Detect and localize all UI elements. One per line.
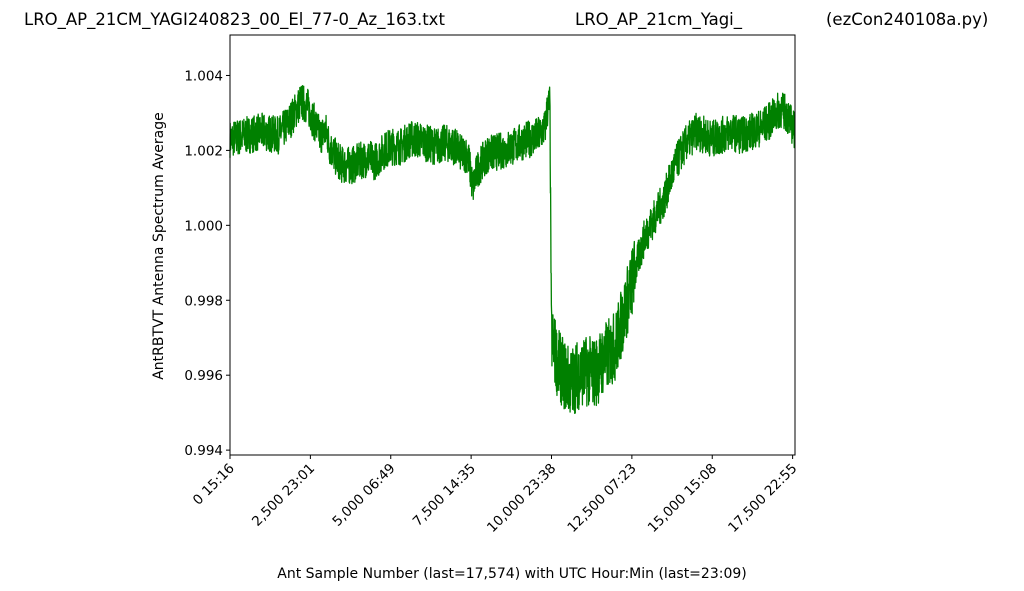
x-tick-label: 5,000 06:49 <box>329 461 398 530</box>
x-axis-label: Ant Sample Number (last=17,574) with UTC… <box>277 566 746 582</box>
y-tick-label: 0.996 <box>184 368 223 384</box>
chart-title-program: (ezCon240108a.py) <box>826 10 989 29</box>
y-tick-label: 1.004 <box>184 68 223 84</box>
x-tick-label: 2,500 23:01 <box>249 461 318 530</box>
series-line <box>229 85 796 415</box>
x-tick-label: 15,000 15:08 <box>645 461 720 536</box>
y-tick-label: 0.994 <box>184 443 223 459</box>
y-tick-label: 0.998 <box>184 293 223 309</box>
chart-title-filename: LRO_AP_21CM_YAGI240823_00_El_77-0_Az_163… <box>24 10 445 29</box>
y-tick-label: 1.002 <box>184 143 223 159</box>
x-tick-label: 7,500 14:35 <box>410 461 479 530</box>
x-axis-ticks: 0 15:16 2,500 23:01 5,000 06:49 7,500 14:35… <box>190 455 800 536</box>
x-tick-label: 12,500 07:23 <box>564 461 639 536</box>
series-layer <box>229 85 796 415</box>
y-axis-ticks: 0.994 0.996 0.998 1.000 1.002 1.004 <box>184 68 230 459</box>
x-tick-label: 0 15:16 <box>190 461 238 509</box>
y-axis-label: AntRBTVT Antenna Spectrum Average <box>151 112 167 380</box>
x-tick-label: 17,500 22:55 <box>725 461 800 536</box>
chart-title-study: LRO_AP_21cm_Yagi_ <box>575 10 742 29</box>
axes-frame <box>229 34 796 456</box>
x-tick-label: 10,000 23:38 <box>484 461 559 536</box>
y-tick-label: 1.000 <box>184 218 223 234</box>
